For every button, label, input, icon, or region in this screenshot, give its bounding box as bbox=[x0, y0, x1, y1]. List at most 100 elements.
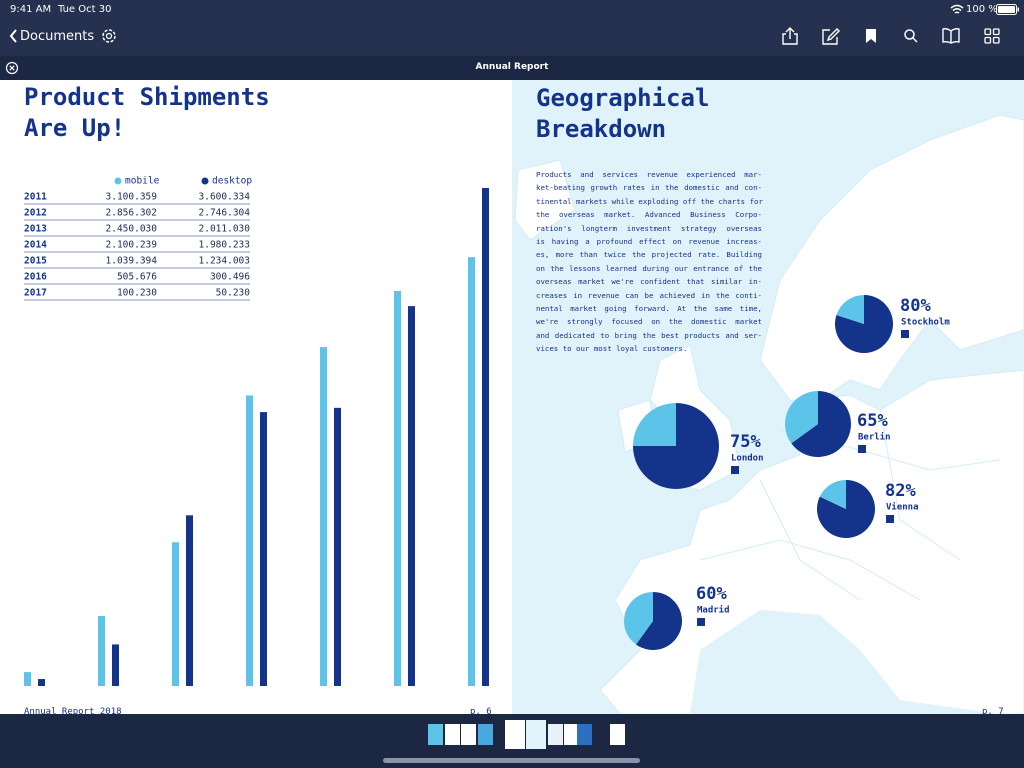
battery-percent: 100 % bbox=[966, 4, 998, 15]
thumbnail-bar bbox=[0, 714, 1024, 768]
pie-city: Stockholm bbox=[901, 318, 950, 328]
share-button[interactable] bbox=[780, 26, 800, 46]
thumbnail[interactable] bbox=[428, 724, 443, 745]
thumbnails bbox=[428, 720, 625, 749]
page-number: p. 7 bbox=[982, 707, 1004, 714]
thumbnail[interactable] bbox=[564, 724, 579, 745]
mediterranean bbox=[690, 610, 1000, 714]
bar bbox=[98, 616, 105, 686]
table-value: 2.100.239 bbox=[106, 240, 158, 251]
table-year: 2015 bbox=[24, 256, 47, 267]
library-button[interactable] bbox=[941, 27, 961, 45]
spread-canvas: mobile desktop 2011 3.100.359 3.600.334 2012 2… bbox=[0, 80, 1024, 714]
table-year: 2013 bbox=[24, 224, 47, 235]
table-year: 2012 bbox=[24, 208, 47, 219]
thumbnail[interactable] bbox=[610, 724, 625, 745]
pie-slice-rest bbox=[819, 480, 846, 509]
bar-chart: mobile desktop 2011 3.100.359 3.600.334 2012 2… bbox=[24, 176, 489, 686]
bar bbox=[24, 672, 31, 686]
thumbnail-current[interactable] bbox=[505, 720, 525, 749]
title-line: Geographical bbox=[536, 84, 710, 112]
title-line: Product Shipments bbox=[24, 83, 270, 111]
time: 9:41 AM bbox=[10, 4, 52, 15]
search-button[interactable] bbox=[903, 28, 919, 44]
back-button[interactable]: Documents bbox=[8, 28, 94, 44]
pie-marker bbox=[901, 330, 909, 338]
settings-button[interactable] bbox=[100, 27, 118, 45]
footer: Annual Report 2018 bbox=[24, 707, 122, 714]
bar bbox=[468, 257, 475, 686]
table-value: 2.746.304 bbox=[199, 208, 251, 219]
paragraph-line: tinental markets while exploding off the… bbox=[536, 196, 763, 206]
legend-label: mobile bbox=[125, 176, 160, 187]
pie-charts: 80% Stockholm 65%Berlin 75% London 82%Vienna 6… bbox=[624, 295, 950, 651]
edit-button[interactable] bbox=[821, 27, 841, 47]
paragraph-line: we're strongly focused on the domestic m… bbox=[536, 317, 762, 327]
document-bar: Annual Report bbox=[0, 56, 1024, 80]
chevron-icon bbox=[9, 29, 17, 43]
table-value: 2.856.302 bbox=[106, 208, 157, 219]
left-title: Product Shipments Are Up! bbox=[24, 82, 270, 144]
paragraph-line: es, more than twice the projected rate. … bbox=[536, 250, 762, 260]
pie-slice-rest bbox=[785, 391, 818, 444]
table-value: 2.450.030 bbox=[106, 224, 158, 235]
document-title: Annual Report bbox=[475, 62, 549, 72]
pie-slice bbox=[635, 592, 682, 651]
title-line: Are Up! bbox=[24, 114, 126, 142]
bar bbox=[112, 644, 119, 686]
left-page bbox=[0, 80, 512, 714]
thumbnail[interactable] bbox=[548, 724, 563, 745]
table-year: 2017 bbox=[24, 288, 47, 299]
pie-slice-rest bbox=[836, 295, 864, 324]
bookmark-button[interactable] bbox=[864, 28, 878, 44]
paragraph-line: on the lessons learned during our entran… bbox=[536, 263, 762, 273]
paragraph-line: is having a profound effect on revenue i… bbox=[536, 237, 762, 247]
bar bbox=[482, 188, 489, 686]
home-indicator bbox=[383, 758, 640, 763]
paragraph-line: vices to our most loyal customers. bbox=[536, 344, 688, 354]
table-value: 300.496 bbox=[210, 272, 250, 283]
pie-slice-rest bbox=[624, 592, 653, 645]
bar bbox=[38, 679, 45, 686]
paragraph-line: Products and services revenue experience… bbox=[536, 170, 762, 179]
grid-button[interactable] bbox=[984, 28, 1000, 44]
scandinavia bbox=[759, 114, 1024, 401]
thumbnail[interactable] bbox=[461, 724, 476, 745]
table-value: 3.600.334 bbox=[199, 192, 251, 203]
paragraph-line: and dedicated to bring the best products… bbox=[536, 330, 762, 340]
pie-percent: 65% bbox=[857, 411, 888, 431]
bar bbox=[186, 515, 193, 686]
table-value: 50.230 bbox=[216, 288, 251, 299]
bar bbox=[334, 407, 341, 686]
table-value: 1.039.394 bbox=[106, 256, 158, 267]
paragraph-line: overseas market we're confident that sim… bbox=[536, 277, 762, 287]
thumbnail[interactable] bbox=[478, 724, 493, 745]
table-value: 100.230 bbox=[117, 288, 157, 299]
wifi-icon bbox=[950, 4, 964, 14]
thumbnail-current[interactable] bbox=[526, 720, 546, 749]
paragraph-line: nental market going forward. At the same… bbox=[536, 304, 762, 314]
pie-slice-rest bbox=[633, 403, 676, 446]
toolbar: Documents bbox=[0, 20, 1024, 56]
close-button[interactable] bbox=[5, 61, 19, 75]
table-year: 2016 bbox=[24, 272, 47, 283]
pie-city: London bbox=[731, 454, 764, 464]
paragraph-line: ket-beating growth rates in the domestic… bbox=[536, 183, 762, 193]
page-number: p. 6 bbox=[470, 707, 492, 714]
table-year: 2014 bbox=[24, 240, 47, 251]
pie-percent: 82% bbox=[885, 481, 916, 501]
borders bbox=[699, 409, 1001, 601]
bar bbox=[246, 395, 253, 686]
pie-city: Vienna bbox=[886, 502, 919, 513]
paragraph-line: ration's longterm investment strategy ov… bbox=[536, 223, 762, 233]
right-title: Geographical Breakdown bbox=[536, 83, 709, 145]
date: Tue Oct 30 bbox=[58, 4, 112, 15]
table-year: 2011 bbox=[24, 192, 47, 203]
pie-marker bbox=[886, 515, 894, 523]
island bbox=[514, 159, 576, 241]
thumbnail[interactable] bbox=[445, 724, 460, 745]
back-label: Documents bbox=[20, 28, 95, 44]
pie-marker bbox=[731, 466, 739, 474]
thumbnail[interactable] bbox=[577, 724, 592, 745]
table-value: 505.676 bbox=[117, 272, 157, 283]
